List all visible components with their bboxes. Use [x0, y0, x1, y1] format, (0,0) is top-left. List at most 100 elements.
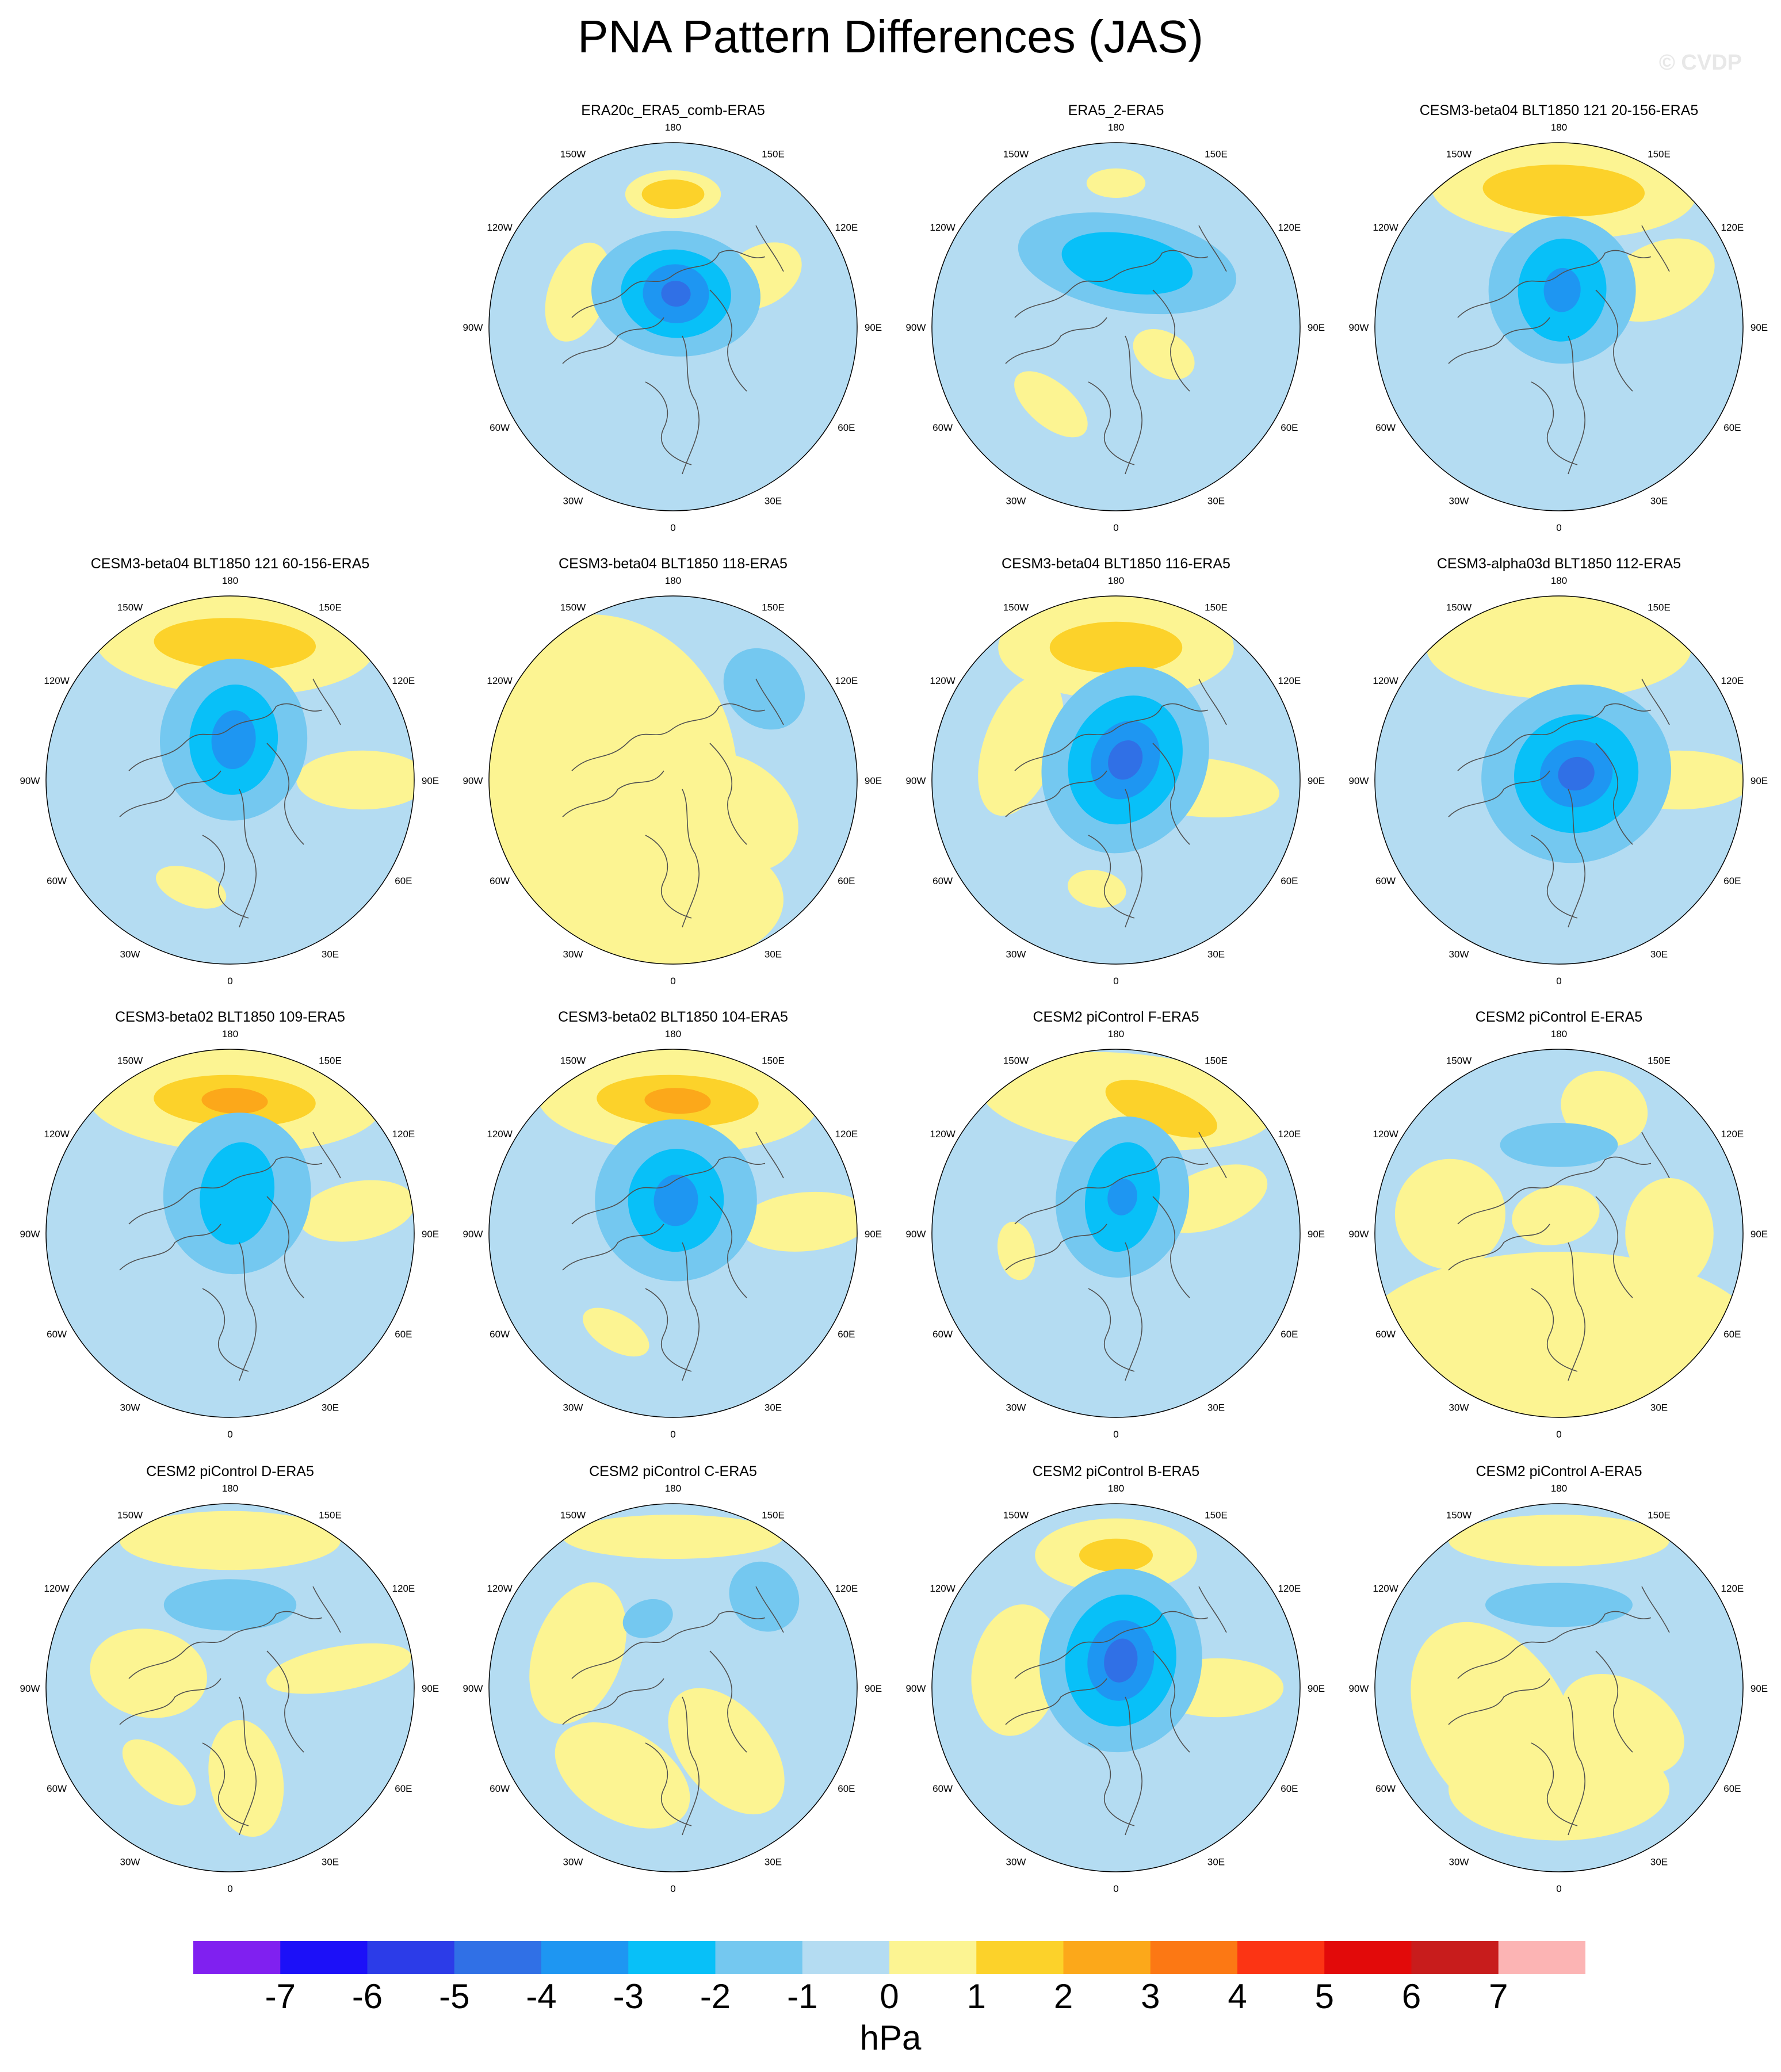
- longitude-label: 120W: [487, 1583, 512, 1594]
- coastline: [266, 1650, 304, 1753]
- panel-title: CESM2 piControl D-ERA5: [146, 1463, 314, 1480]
- map-border: [488, 1503, 858, 1872]
- coastline: [1531, 1742, 1578, 1826]
- coastline: [709, 1650, 747, 1753]
- longitude-label: 60E: [1281, 422, 1298, 433]
- map-panel: CESM3-alpha03d BLT1850 112-ERA5 0 30E 60E 90…: [1340, 556, 1778, 1004]
- coastline: [1088, 381, 1135, 465]
- longitude-label: 150W: [1003, 1056, 1029, 1066]
- colorbar-swatch: [1498, 1941, 1585, 1974]
- longitude-label: 120W: [1373, 675, 1398, 686]
- coastline: [1457, 250, 1652, 318]
- longitude-label: 60E: [1723, 1329, 1741, 1340]
- longitude-label: 150E: [1648, 602, 1671, 613]
- map-border: [931, 595, 1301, 965]
- longitude-label: 120W: [930, 1583, 955, 1594]
- longitude-label: 90W: [20, 1683, 40, 1694]
- longitude-label: 30E: [1207, 495, 1225, 506]
- coastline: [682, 1696, 700, 1836]
- longitude-label: 30E: [1207, 949, 1225, 959]
- colorbar-tick: -7: [265, 1977, 296, 2016]
- figure-title: PNA Pattern Differences (JAS): [578, 11, 1203, 62]
- map-panel: CESM2 piControl F-ERA5 0 30E 60E 90E 120E 150E…: [897, 1009, 1335, 1458]
- longitude-label: 90E: [865, 322, 882, 333]
- longitude-label: 0: [1556, 1429, 1561, 1440]
- longitude-label: 120E: [1278, 675, 1301, 686]
- longitude-label: 180: [665, 122, 681, 133]
- coastline: [1005, 1224, 1107, 1271]
- coastline: [571, 703, 766, 771]
- longitude-label: 150W: [560, 1056, 586, 1066]
- longitude-label: 150W: [1446, 149, 1472, 160]
- longitude-label: 30E: [1650, 949, 1668, 959]
- coastline: [1014, 250, 1209, 318]
- longitude-label: 120W: [1373, 222, 1398, 233]
- longitude-label: 120E: [1278, 1129, 1301, 1140]
- longitude-label: 150E: [762, 149, 785, 160]
- negative-anomaly-contour: [1500, 1123, 1618, 1167]
- longitude-label: 30E: [322, 1402, 339, 1413]
- colorbar-swatch: [1150, 1941, 1238, 1974]
- cvdp-watermark: © CVDP: [1658, 51, 1742, 75]
- longitude-label: 180: [1108, 1483, 1124, 1494]
- coastline: [1088, 1742, 1135, 1826]
- map-border: [1374, 142, 1744, 511]
- longitude-label: 60W: [490, 876, 510, 886]
- longitude-label: 180: [222, 1029, 238, 1039]
- longitude-label: 120W: [930, 675, 955, 686]
- colorbar-swatch: [1324, 1941, 1412, 1974]
- positive-anomaly-contour: [1067, 870, 1126, 908]
- longitude-label: 60W: [1375, 1783, 1396, 1794]
- positive-anomaly-contour: [1375, 1252, 1743, 1417]
- coastline: [755, 225, 784, 272]
- positive-anomaly-contour: [1049, 621, 1183, 674]
- colorbar-tick: 6: [1401, 1977, 1421, 2016]
- panel-title: CESM3-beta04 BLT1850 121 20-156-ERA5: [1419, 102, 1699, 118]
- longitude-label: 90W: [463, 1229, 483, 1240]
- longitude-label: 90E: [1751, 775, 1768, 786]
- coastline: [562, 770, 664, 817]
- coastline: [1448, 770, 1550, 817]
- map-border: [1374, 1049, 1744, 1418]
- colorbar-swatch: [541, 1941, 629, 1974]
- longitude-label: 120E: [1278, 1583, 1301, 1594]
- longitude-label: 180: [1108, 1029, 1124, 1039]
- longitude-label: 30W: [1006, 949, 1026, 959]
- longitude-label: 120E: [835, 1129, 858, 1140]
- longitude-label: 150W: [1003, 149, 1029, 160]
- panel-title: ERA20c_ERA5_comb-ERA5: [581, 102, 765, 118]
- positive-anomaly-contour: [120, 1511, 341, 1570]
- panel-title: CESM3-beta02 BLT1850 109-ERA5: [115, 1009, 345, 1025]
- longitude-label: 90E: [865, 775, 882, 786]
- negative-anomaly-contour: [1104, 1638, 1138, 1683]
- polar-map: 0 30E 60E 90E 120E 150E 180 150W 120W 90W 60W 30W: [1349, 1483, 1768, 1894]
- longitude-label: 30W: [563, 495, 583, 506]
- colorbar-tick: 0: [880, 1977, 899, 2016]
- longitude-label: 150W: [1446, 602, 1472, 613]
- map-panel: CESM2 piControl C-ERA5 0 30E 60E 90E 120E 150E…: [454, 1463, 892, 1912]
- longitude-label: 150E: [319, 1056, 342, 1066]
- positive-anomaly-contour: [154, 618, 316, 670]
- longitude-label: 90E: [422, 1229, 439, 1240]
- coastline: [1448, 1678, 1550, 1725]
- coastline: [1088, 835, 1135, 919]
- panel-title: CESM3-alpha03d BLT1850 112-ERA5: [1436, 556, 1681, 572]
- negative-anomaly-contour: [653, 1174, 698, 1226]
- longitude-label: 150W: [560, 149, 586, 160]
- map-panel: CESM3-beta04 BLT1850 121 60-156-ERA5 0 30E…: [12, 556, 449, 1004]
- map-border: [488, 142, 858, 511]
- longitude-label: 0: [1113, 1883, 1118, 1894]
- positive-anomaly-contour: [563, 1515, 784, 1559]
- colorbar-tick: 3: [1141, 1977, 1160, 2016]
- polar-map: 0 30E 60E 90E 120E 150E 180 150W 120W 90W 60W 30W: [1349, 575, 1768, 987]
- coastline: [562, 1678, 664, 1725]
- positive-anomaly-contour: [1512, 1185, 1600, 1245]
- coastline: [1641, 225, 1670, 272]
- colorbar-swatch: [889, 1941, 977, 1974]
- longitude-label: 90W: [1349, 322, 1369, 333]
- coastline: [1005, 317, 1107, 364]
- longitude-label: 60E: [395, 1329, 412, 1340]
- coastline: [1014, 1611, 1209, 1679]
- longitude-label: 60E: [838, 1329, 855, 1340]
- polar-map: 0 30E 60E 90E 120E 150E 180 150W 120W 90W 60W 30W: [463, 1029, 882, 1440]
